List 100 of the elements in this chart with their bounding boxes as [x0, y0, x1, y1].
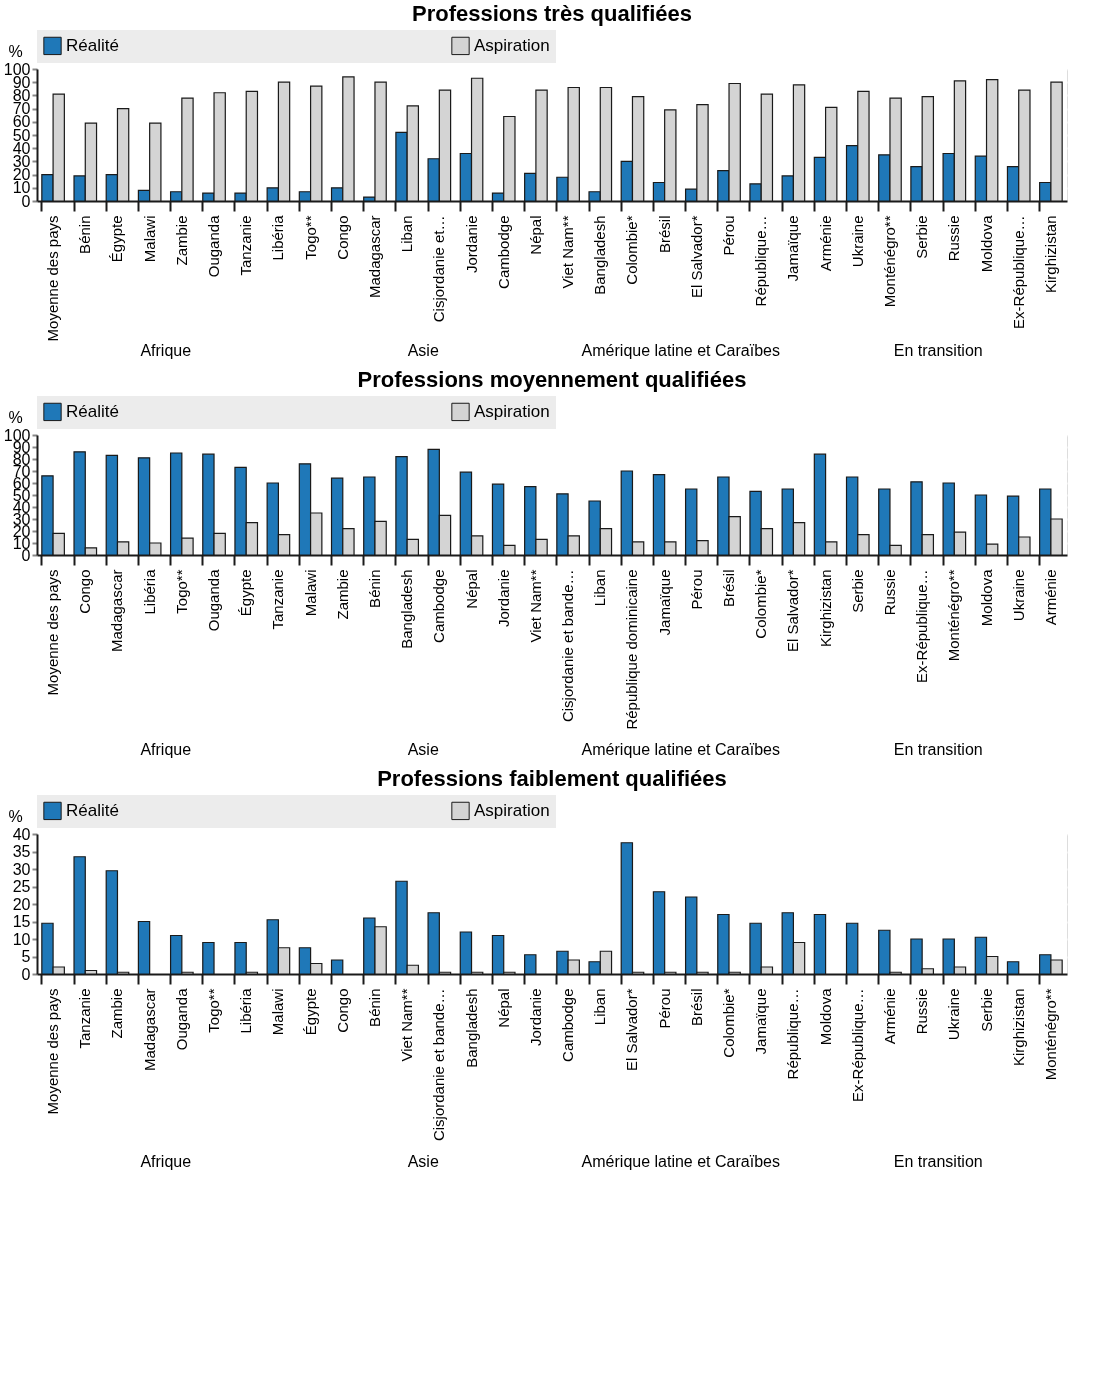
x-tick-label: Ex-République…	[848, 988, 866, 1102]
x-tick-label: Tanzanie	[76, 988, 94, 1049]
x-tick-label: Viet Nam**	[559, 215, 577, 289]
y-tick-label: 0	[21, 965, 31, 983]
x-tick-label: Congo	[333, 988, 351, 1033]
x-tick-label: Ouganda	[205, 568, 223, 632]
y-axis-title: %	[8, 42, 23, 60]
x-tick-label: Monténégro**	[945, 569, 963, 662]
x-tick-label: Madagascar	[140, 988, 158, 1072]
x-tick-label: Zambie	[108, 988, 126, 1039]
x-tick-label: Bangladesh	[398, 569, 416, 649]
chart-title: Professions moyennement qualifiées	[357, 367, 747, 392]
text: Amérique latine et Caraïbes	[581, 1152, 780, 1170]
x-tick-label: Jordanie	[526, 988, 544, 1047]
legend-label: Aspiration	[474, 800, 550, 820]
x-tick-label: Moldova	[977, 214, 995, 273]
legend-label: Aspiration	[474, 401, 550, 421]
x-tick-label: El Salvador*	[623, 988, 641, 1072]
x-tick-label: Ukraine	[848, 215, 866, 268]
x-tick-label: Liban	[591, 988, 609, 1026]
x-tick-label: Égypte	[301, 988, 319, 1036]
x-tick-label: Viet Nam**	[398, 988, 416, 1062]
x-tick-label: Zambie	[333, 569, 351, 620]
x-tick-label: Togo**	[205, 988, 223, 1033]
x-tick-label: Zambie	[172, 215, 190, 266]
text: Amérique latine et Caraïbes	[581, 341, 780, 359]
x-tick-label: République dominicaine	[623, 569, 641, 730]
x-tick-label: Pérou	[720, 215, 738, 256]
x-tick-label: Colombie*	[623, 215, 641, 285]
x-tick-label: Moldova	[977, 568, 995, 627]
x-tick-label: Ex-République…	[1009, 215, 1027, 329]
x-tick-label: Serbie	[848, 569, 866, 613]
x-tick-label: Népal	[526, 215, 544, 255]
x-tick-label: Ouganda	[172, 987, 190, 1051]
text: Asie	[407, 341, 439, 359]
x-tick-label: Libéria	[237, 987, 255, 1034]
x-tick-label: Congo	[76, 569, 94, 614]
x-tick-label: Arménie	[880, 988, 898, 1045]
x-tick-label: Moldova	[816, 987, 834, 1046]
x-tick-label: Kirghizistan	[816, 569, 834, 648]
x-tick-label: République…	[752, 215, 770, 307]
x-tick-label: Brésil	[720, 569, 738, 608]
x-tick-label: Monténégro**	[1041, 988, 1059, 1081]
x-tick-label: Cambodge	[559, 988, 577, 1062]
x-tick-label: Madagascar	[365, 215, 383, 299]
x-tick-label: Pérou	[655, 988, 673, 1029]
x-tick-label: Bangladesh	[462, 988, 480, 1068]
x-tick-label: El Salvador*	[784, 569, 802, 653]
x-tick-label: République…	[784, 988, 802, 1080]
y-tick-label: 20	[12, 895, 31, 913]
y-tick-label: 0	[21, 192, 31, 210]
x-tick-label: Russie	[945, 215, 963, 262]
x-tick-label: Jamaïque	[752, 988, 770, 1055]
legend-label: Réalité	[66, 35, 119, 55]
x-tick-label: Ex-République…	[913, 569, 931, 683]
y-tick-label: 25	[12, 878, 31, 895]
text: En transition	[893, 341, 983, 359]
x-tick-label: Cisjordanie et bande…	[430, 988, 448, 1142]
x-tick-label: Népal	[494, 988, 512, 1028]
x-tick-label: Malawi	[269, 988, 287, 1036]
text: Afrique	[140, 741, 192, 759]
x-tick-label: Madagascar	[108, 569, 126, 653]
x-tick-label: Russie	[880, 569, 898, 616]
x-tick-label: Jordanie	[462, 215, 480, 274]
x-tick-label: Serbie	[977, 988, 995, 1032]
x-tick-label: Bénin	[365, 569, 383, 608]
y-tick-label: 35	[12, 843, 31, 860]
x-tick-label: Bénin	[365, 988, 383, 1027]
text: Amérique latine et Caraïbes	[581, 741, 780, 759]
x-tick-label: Pérou	[687, 569, 705, 610]
y-tick-label: 40	[12, 825, 31, 843]
x-tick-label: Ukraine	[1009, 569, 1027, 622]
x-tick-label: Serbie	[913, 215, 931, 259]
x-tick-label: Libéria	[269, 214, 287, 261]
x-tick-label: Colombie*	[752, 569, 770, 639]
x-tick-label: Moyenne des pays	[44, 215, 62, 342]
x-tick-label: Tanzanie	[237, 215, 255, 276]
x-tick-label: Jamaïque	[784, 215, 802, 282]
x-tick-label: Togo**	[301, 215, 319, 260]
x-tick-label: Brésil	[687, 988, 705, 1027]
x-tick-label: Cambodge	[430, 569, 448, 643]
x-tick-label: Malawi	[301, 569, 319, 617]
x-tick-label: Russie	[913, 988, 931, 1035]
x-tick-label: Kirghizistan	[1009, 988, 1027, 1067]
x-tick-label: Cambodge	[494, 215, 512, 289]
x-tick-label: Togo**	[172, 569, 190, 614]
x-tick-label: Colombie*	[720, 988, 738, 1058]
x-tick-label: Jamaïque	[655, 569, 673, 636]
x-tick-label: Moyenne des pays	[44, 569, 62, 696]
x-tick-label: Égypte	[237, 569, 255, 617]
x-tick-label: Cisjordanie et bande…	[559, 569, 577, 723]
y-axis-title: %	[8, 807, 23, 825]
x-tick-label: Tanzanie	[269, 569, 287, 630]
x-tick-label: Arménie	[1041, 569, 1059, 626]
x-tick-label: Cisjordanie et…	[430, 215, 448, 323]
x-tick-label: Libéria	[140, 568, 158, 615]
legend-label: Réalité	[66, 401, 119, 421]
x-tick-label: Viet Nam**	[526, 569, 544, 643]
x-tick-label: Ukraine	[945, 988, 963, 1041]
chart-title: Professions faiblement qualifiées	[377, 766, 727, 791]
